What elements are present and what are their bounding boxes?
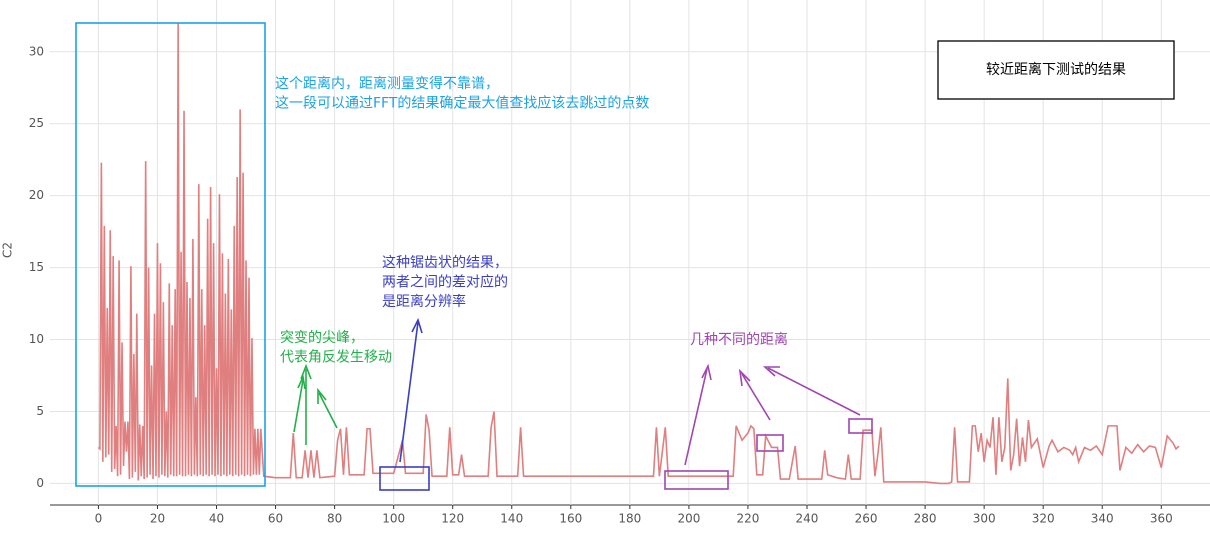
box [756, 434, 784, 452]
legend-box [937, 40, 1175, 100]
x-tick-label: 0 [95, 512, 103, 526]
y-tick-label: 10 [29, 332, 44, 346]
y-tick-label: 30 [29, 44, 44, 58]
x-tick-label: 360 [1150, 512, 1173, 526]
data-line [97, 23, 1180, 485]
arrow [399, 317, 423, 463]
y-tick-label: 0 [36, 476, 44, 490]
x-tick-label: 80 [327, 512, 342, 526]
x-tick-label: 280 [914, 512, 937, 526]
y-axis-label: C2 [1, 242, 15, 258]
annotation: 这一段可以通过FFT的结果确定最大值查找应该去跳过的点数 [275, 95, 649, 112]
box [664, 470, 729, 490]
x-tick-label: 180 [618, 512, 641, 526]
arrow [684, 363, 861, 466]
x-tick-label: 300 [973, 512, 996, 526]
x-tick-label: 240 [796, 512, 819, 526]
x-tick-label: 140 [500, 512, 523, 526]
x-tick-label: 40 [209, 512, 224, 526]
box [848, 418, 873, 434]
annotation: 代表角反发生移动 [280, 350, 392, 366]
box [379, 466, 430, 491]
annotation: 这个距离内，距离测量变得不靠谱， [275, 75, 499, 92]
annotation: 几种不同的距离 [690, 331, 788, 348]
annotation-shapes [75, 22, 873, 491]
x-tick-label: 220 [736, 512, 759, 526]
x-tick-label: 100 [382, 512, 405, 526]
annotation: 两者之间的差对应的 [382, 274, 508, 291]
y-tick-label: 25 [29, 116, 44, 130]
box [75, 22, 266, 487]
legend-text: 较近距离下测试的结果 [986, 61, 1126, 78]
x-tick-label: 340 [1091, 512, 1114, 526]
x-tick-label: 200 [677, 512, 700, 526]
x-tick-label: 20 [150, 512, 165, 526]
x-tick-label: 260 [855, 512, 878, 526]
annotation: 突变的尖峰， [280, 330, 364, 346]
annotation: 是距离分辨率 [382, 293, 466, 310]
y-tick-label: 20 [29, 188, 44, 202]
x-tick-label: 320 [1032, 512, 1055, 526]
plot [97, 23, 1180, 485]
y-tick-label: 15 [29, 260, 44, 274]
x-tick-label: 160 [559, 512, 582, 526]
arrow [293, 363, 338, 445]
x-tick-label: 120 [441, 512, 464, 526]
x-tick-label: 60 [268, 512, 283, 526]
annotation: 这种锯齿状的结果， [382, 254, 508, 271]
y-tick-label: 5 [36, 404, 44, 418]
